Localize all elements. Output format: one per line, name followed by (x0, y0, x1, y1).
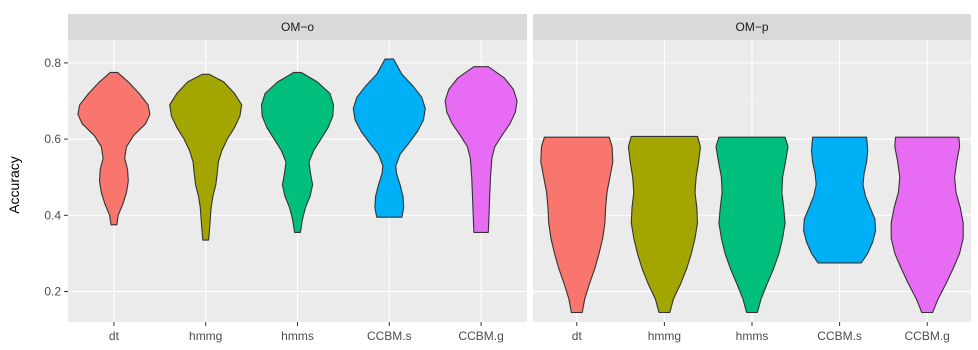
x-tick-label: hmms (736, 329, 769, 343)
violin-hmmg-om-p (627, 135, 701, 314)
facet-panels: 0.20.40.60.8OM−odt hmmg hmms CCBM.s CCBM.gOM… (44, 14, 971, 343)
x-tick-label: dt (572, 329, 583, 343)
x-tick-label: CCBM.s (817, 329, 862, 343)
violin-hmmg-om-o (169, 73, 243, 241)
facet-title: OM−o (281, 20, 314, 34)
violin-CCBM.g-om-p (890, 136, 964, 314)
facet-strip (68, 14, 527, 40)
violin-hmms-om-p (715, 136, 789, 314)
x-tick-label: hmmg (189, 329, 222, 343)
x-tick-label: hmms (281, 329, 314, 343)
y-tick-label: 0.2 (44, 285, 61, 299)
violin-dt-om-o (77, 71, 151, 226)
y-tick-label: 0.4 (44, 208, 61, 222)
x-tick-label: dt (109, 329, 120, 343)
x-tick-label: CCBM.s (367, 329, 412, 343)
y-tick-label: 0.8 (44, 56, 61, 70)
facet-title: OM−p (735, 20, 768, 34)
facet-strip (533, 14, 971, 40)
facet-panel: OM−o dt hmmg hmms CCBM.s CCBM.g (68, 14, 527, 343)
y-axis-title: Accuracy (6, 156, 22, 214)
violin-CCBM.s-om-p (803, 136, 877, 264)
violin-hmms-om-o (260, 71, 335, 233)
x-tick-label: CCBM.g (905, 329, 950, 343)
violin-dt-om-p (540, 136, 614, 314)
y-tick-label: 0.6 (44, 132, 61, 146)
x-tick-label: CCBM.g (458, 329, 503, 343)
violin-CCBM.s-om-o (352, 58, 426, 218)
violin-CCBM.g-om-o (444, 66, 518, 233)
facet-panel: OM−p dt hmmg hmms CCBM.s CCBM.g (533, 14, 971, 343)
x-tick-label: hmmg (648, 329, 681, 343)
